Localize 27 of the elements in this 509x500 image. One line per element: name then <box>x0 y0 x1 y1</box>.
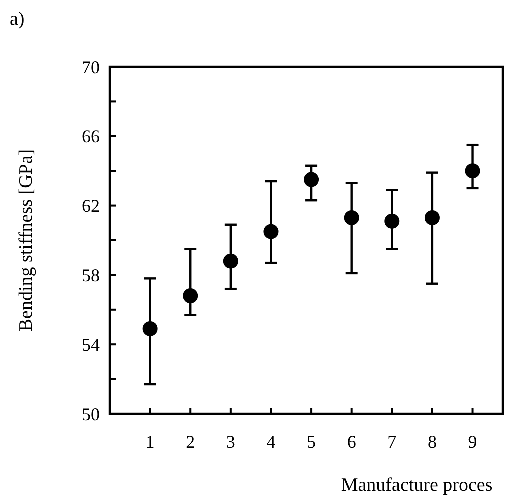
x-tick-label: 5 <box>307 432 316 452</box>
y-tick-label: 66 <box>82 126 100 147</box>
point <box>384 214 400 229</box>
x-tick-label: 6 <box>347 432 356 452</box>
y-tick-label: 70 <box>82 57 100 78</box>
point <box>223 254 238 269</box>
x-tick-label: 2 <box>186 432 196 452</box>
x-tick-label: 3 <box>226 432 236 452</box>
point <box>304 172 320 188</box>
y-tick-label: 54 <box>82 334 100 355</box>
y-tick-label: 50 <box>82 404 100 424</box>
chart-title: a) <box>10 9 25 30</box>
point <box>142 321 158 336</box>
x-axis-title: Manufacture proces <box>341 475 493 496</box>
x-tick-label: 4 <box>266 432 276 452</box>
y-tick-label: 58 <box>82 266 100 286</box>
x-tick-label: 7 <box>388 432 397 452</box>
y-axis-title: Bending stiffness [GPa] <box>16 149 37 332</box>
x-tick-label: 1 <box>146 432 155 452</box>
point <box>183 288 198 304</box>
point <box>424 210 440 226</box>
y-tick-label: 62 <box>82 196 100 216</box>
point <box>264 224 279 240</box>
x-tick-label: 8 <box>428 432 437 452</box>
point <box>465 164 480 179</box>
x-tick-label: 9 <box>468 432 478 452</box>
point <box>344 210 360 226</box>
